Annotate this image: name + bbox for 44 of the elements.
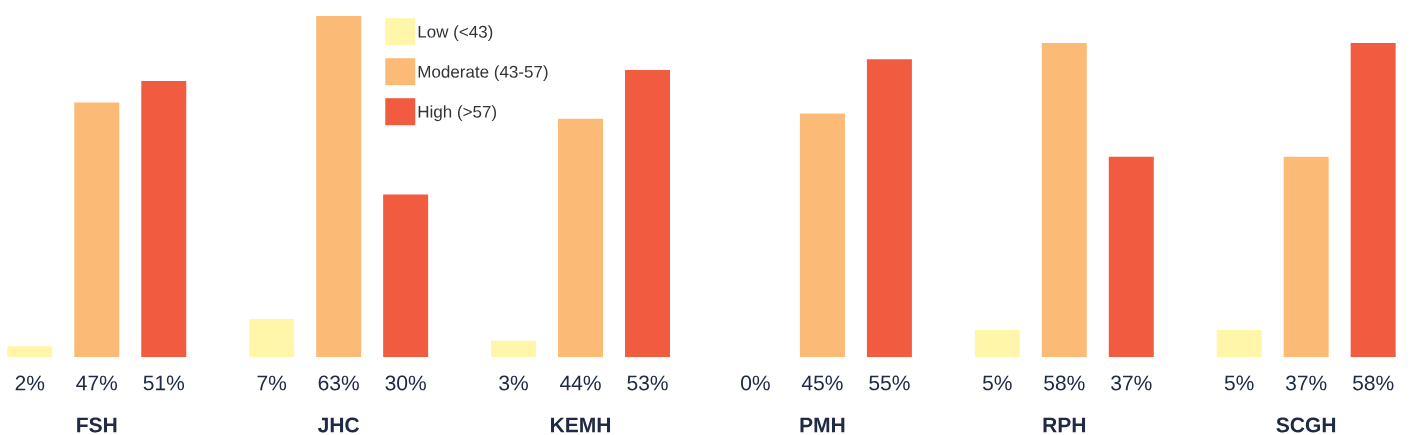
bar	[799, 113, 845, 357]
data-label: 37%	[1111, 375, 1152, 391]
bar	[7, 346, 53, 357]
data-label: 0%	[741, 375, 770, 391]
data-label: 5%	[982, 375, 1012, 391]
data-label: 30%	[385, 375, 426, 391]
data-label: 58%	[1353, 375, 1394, 391]
bar	[1283, 156, 1329, 357]
data-label: 3%	[499, 375, 528, 391]
bar	[1350, 43, 1396, 357]
data-label: 63%	[318, 375, 359, 391]
bar	[249, 319, 295, 357]
data-label: 7%	[257, 375, 287, 391]
bar	[74, 102, 120, 357]
bar	[383, 194, 429, 357]
x-tick-label: RPH	[1043, 417, 1086, 433]
data-label: 53%	[627, 375, 668, 391]
data-label: 58%	[1044, 375, 1085, 391]
bar	[491, 340, 537, 357]
bar	[141, 80, 187, 357]
data-label: 55%	[869, 375, 910, 391]
data-label: 47%	[76, 375, 118, 391]
data-label: 44%	[560, 375, 601, 391]
data-label: 37%	[1285, 375, 1327, 391]
bar	[1108, 156, 1154, 357]
x-tick-label: SCGH	[1276, 417, 1336, 433]
legend-label: High (>57)	[418, 105, 497, 122]
bar	[1041, 43, 1087, 357]
legend-label: Low (<43)	[418, 25, 493, 42]
data-label: 2%	[15, 375, 45, 391]
legend-label: Moderate (43-57)	[418, 65, 548, 82]
bar	[1216, 329, 1262, 357]
bar	[974, 329, 1020, 357]
bar	[558, 118, 604, 357]
bar	[866, 59, 912, 357]
data-label: 51%	[143, 375, 185, 391]
x-tick-label: PMH	[800, 417, 845, 433]
x-tick-label: JHC	[317, 417, 360, 433]
data-label: 5%	[1224, 375, 1254, 391]
bar	[316, 16, 362, 357]
bar	[625, 70, 671, 357]
x-tick-label: FSH	[77, 417, 117, 433]
data-label: 45%	[801, 375, 843, 391]
x-tick-label: KEMH	[551, 417, 611, 433]
